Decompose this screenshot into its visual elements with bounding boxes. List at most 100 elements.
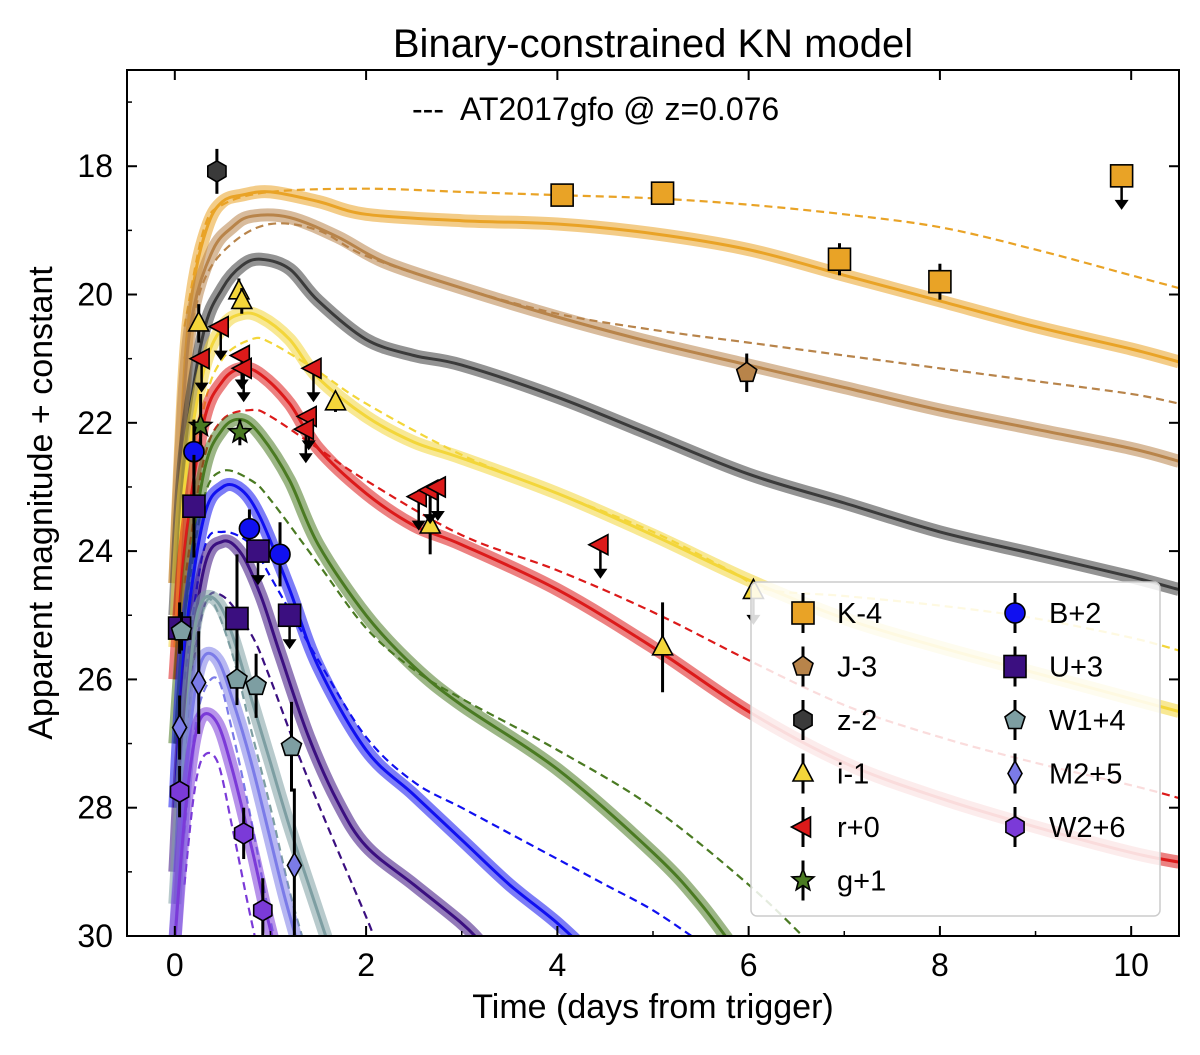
marker-M2+5 xyxy=(286,851,303,880)
marker-U+3 xyxy=(225,606,249,631)
marker-W1+4 xyxy=(226,667,248,689)
legend-label: U+3 xyxy=(1049,652,1103,684)
model-line-W2+6 xyxy=(173,712,274,936)
data-point-U+3-4 xyxy=(277,603,302,650)
legend-marker xyxy=(792,655,814,676)
marker-r+0 xyxy=(300,356,322,380)
reference-curve-W2+6 xyxy=(183,751,256,936)
model-band-J-3 xyxy=(168,208,1179,584)
upper-limit-arrow xyxy=(213,350,228,361)
legend-label: g+1 xyxy=(837,866,886,898)
y-tick-label: 26 xyxy=(77,661,113,697)
data-point-W1+4-0 xyxy=(170,612,193,651)
y-tick-label: 20 xyxy=(77,277,113,313)
data-point-K-4-2 xyxy=(827,243,852,276)
legend-entry-U+3: U+3 xyxy=(1003,646,1103,687)
x-tick-label: 10 xyxy=(1113,947,1149,983)
legend-label: i-1 xyxy=(837,759,869,791)
data-point-i-1-3 xyxy=(324,389,347,412)
legend-label: M2+5 xyxy=(1049,759,1122,791)
legend-entry-g+1: g+1 xyxy=(790,860,886,901)
data-point-r+0-6 xyxy=(292,417,315,464)
legend-entry-r+0: r+0 xyxy=(789,807,880,847)
y-tick-label: 18 xyxy=(77,148,113,184)
upper-limit-arrow xyxy=(251,575,266,586)
upper-limit-arrow xyxy=(423,514,438,525)
marker-W2+6 xyxy=(233,821,254,845)
marker-W1+4 xyxy=(170,619,193,641)
legend-marker xyxy=(789,815,812,839)
legend-marker xyxy=(791,601,815,625)
reference-curve-B+2 xyxy=(183,530,694,936)
marker-W2+6 xyxy=(252,898,273,922)
legend-label: r+0 xyxy=(837,812,880,844)
legend-label: z-2 xyxy=(837,705,877,737)
legend-entry-W1+4: W1+4 xyxy=(1004,700,1126,740)
data-points xyxy=(167,148,1134,936)
reference-curve-g+1 xyxy=(183,469,805,936)
marker-K-4 xyxy=(650,181,675,205)
legend-label: W2+6 xyxy=(1049,812,1126,844)
marker-U+3 xyxy=(246,539,270,563)
data-point-i-1-2 xyxy=(230,287,254,314)
model-line-K-4 xyxy=(173,190,1179,584)
data-point-r+0-3 xyxy=(230,356,252,403)
x-tick-label: 6 xyxy=(740,947,758,983)
legend-label: K-4 xyxy=(837,598,882,630)
data-point-z-2-0 xyxy=(207,148,227,194)
legend-entry-i-1: i-1 xyxy=(791,753,869,794)
data-point-K-4-3 xyxy=(928,263,952,300)
data-point-U+3-1 xyxy=(182,454,206,558)
marker-W1+4 xyxy=(245,674,268,696)
marker-M2+5 xyxy=(190,668,207,697)
data-point-r+0-9 xyxy=(424,475,447,521)
model-line-J-3 xyxy=(173,213,1179,584)
y-tick-label: 28 xyxy=(77,790,113,826)
x-tick-label: 2 xyxy=(357,947,375,983)
y-axis-label: Apparent magnitude + constant xyxy=(22,266,60,740)
marker-U+3 xyxy=(182,494,206,519)
legend-label: W1+4 xyxy=(1049,705,1126,737)
marker-K-4 xyxy=(827,247,852,272)
legend-entry-z-2: z-2 xyxy=(793,700,877,740)
legend-marker xyxy=(1007,759,1023,788)
upper-limit-arrow xyxy=(430,510,445,521)
upper-limit-arrow xyxy=(234,379,249,390)
data-point-g+1-1 xyxy=(226,418,253,446)
marker-r+0 xyxy=(188,347,210,371)
data-point-U+3-3 xyxy=(246,539,270,586)
data-point-i-1-6 xyxy=(651,602,674,693)
x-axis-label: Time (days from trigger) xyxy=(472,988,833,1026)
legend-label: J-3 xyxy=(837,652,877,684)
marker-K-4 xyxy=(928,269,952,294)
marker-r+0 xyxy=(230,356,252,380)
legend-entry-M2+5: M2+5 xyxy=(1007,753,1122,794)
reference-curve-J-3 xyxy=(183,222,1179,405)
data-point-W1+4-2 xyxy=(245,653,268,718)
marker-r+0 xyxy=(424,475,447,499)
marker-r+0 xyxy=(228,344,251,367)
legend-entry-W2+6: W2+6 xyxy=(1005,807,1126,847)
marker-U+3 xyxy=(277,603,302,628)
legend-marker xyxy=(790,866,816,892)
y-tick-label: 24 xyxy=(77,533,113,569)
x-tick-label: 4 xyxy=(548,947,566,983)
legend-marker xyxy=(1004,708,1026,730)
data-point-r+0-4 xyxy=(300,356,322,403)
legend-entry-J-3: J-3 xyxy=(792,646,877,687)
data-point-r+0-1 xyxy=(207,315,229,361)
marker-i-1 xyxy=(230,287,254,310)
data-point-W1+4-3 xyxy=(280,701,303,792)
y-tick-label: 30 xyxy=(77,918,113,954)
marker-K-4 xyxy=(1109,164,1134,188)
upper-limit-arrow xyxy=(194,382,209,393)
data-point-M2+5-0 xyxy=(171,695,188,760)
marker-r+0 xyxy=(207,315,229,338)
data-point-W2+6-0 xyxy=(169,766,190,818)
marker-z-2 xyxy=(207,159,227,183)
marker-i-1 xyxy=(187,310,211,332)
upper-limit-arrow xyxy=(593,568,608,579)
